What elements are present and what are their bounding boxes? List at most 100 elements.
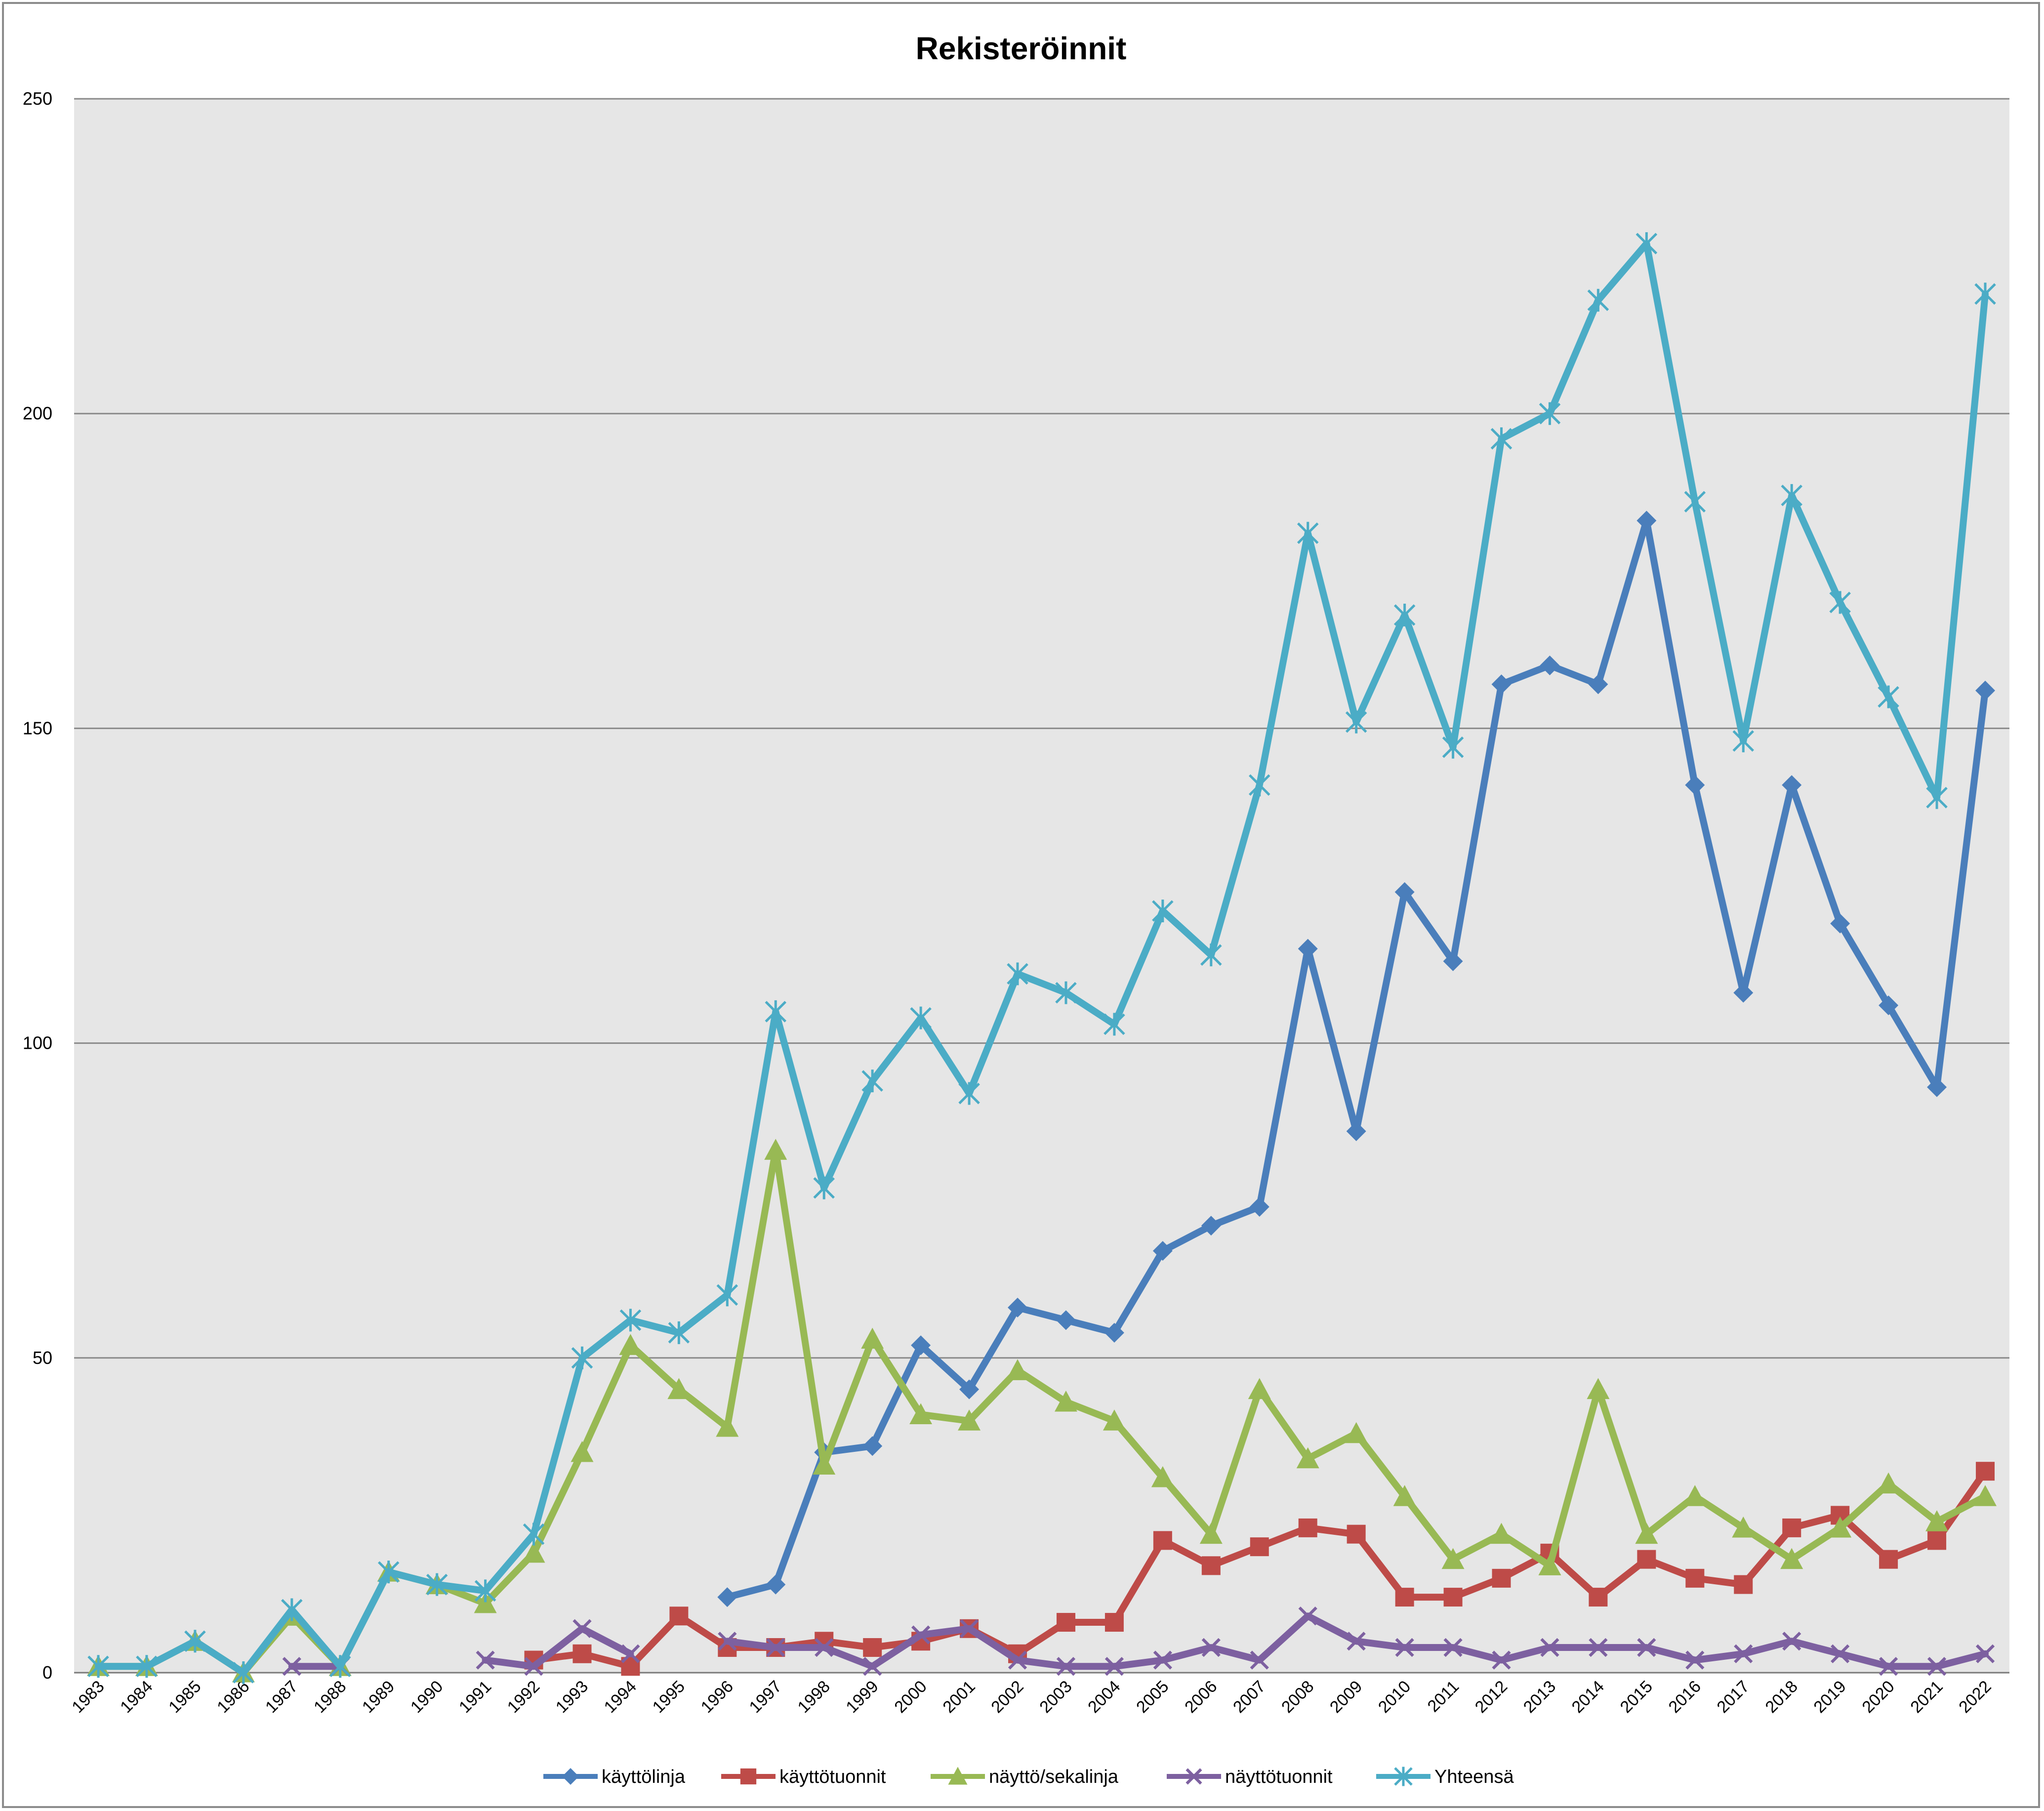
x-tick-label: 2000 [891, 1677, 930, 1717]
data-point [1186, 1768, 1202, 1785]
data-point [958, 1082, 980, 1105]
data-point [1829, 591, 1851, 614]
x-tick-label: 2009 [1326, 1677, 1366, 1717]
series-line [482, 1625, 634, 1670]
data-point [1441, 1548, 1465, 1569]
data-point [1635, 232, 1658, 255]
data-point [1056, 1613, 1075, 1632]
x-tick-label: 1989 [359, 1677, 398, 1717]
x-tick-label: 1996 [697, 1677, 737, 1717]
data-point [815, 1638, 834, 1657]
data-point [281, 1598, 303, 1621]
x-tick-label: 1987 [262, 1677, 301, 1717]
data-point [667, 1378, 691, 1399]
x-tick-label: 1985 [165, 1677, 204, 1717]
data-point [1104, 1657, 1124, 1676]
x-tick-label: 1983 [68, 1677, 108, 1717]
x-tick-label: 1998 [794, 1677, 834, 1717]
legend-item: käyttötuonnit [721, 1767, 886, 1787]
data-point [1443, 951, 1463, 971]
data-point [1685, 1650, 1705, 1670]
x-tick-label: 2021 [1907, 1677, 1946, 1717]
data-point [1054, 1391, 1077, 1412]
legend-label: käyttötuonnit [779, 1767, 886, 1787]
data-point [1685, 1568, 1705, 1588]
data-point [1393, 604, 1416, 627]
data-point [1250, 1537, 1269, 1557]
x-tick-label: 2010 [1375, 1677, 1414, 1717]
data-point [1298, 1606, 1317, 1626]
data-point [619, 1334, 642, 1355]
data-point [621, 1644, 640, 1663]
data-point [1152, 1241, 1173, 1261]
series-line [94, 240, 1989, 1676]
x-tick-label: 1984 [117, 1677, 156, 1717]
data-point [911, 1625, 931, 1645]
data-point [522, 1541, 545, 1563]
x-tick-label: 2002 [987, 1677, 1027, 1717]
data-point [911, 1335, 931, 1356]
data-point [1927, 1077, 1947, 1097]
x-tick-label: 1999 [842, 1677, 882, 1717]
data-point [1879, 995, 1899, 1016]
x-tick-label: 2015 [1617, 1677, 1656, 1717]
data-point [1151, 1466, 1174, 1487]
x-tick-label: 2018 [1762, 1677, 1801, 1717]
data-point [1056, 1657, 1076, 1676]
data-point [1249, 774, 1270, 797]
data-point [1201, 1556, 1221, 1575]
data-point [1879, 1657, 1898, 1676]
data-point [958, 1409, 981, 1431]
data-point [863, 1638, 882, 1657]
data-point [1974, 283, 1996, 306]
data-point [1443, 1588, 1463, 1607]
data-point [1393, 1485, 1416, 1506]
data-point [1345, 710, 1367, 734]
x-tick-label: 1992 [504, 1677, 543, 1717]
data-point [1734, 1644, 1753, 1663]
data-point [1877, 1472, 1900, 1494]
data-point [1926, 786, 1948, 809]
data-point [572, 1644, 592, 1663]
x-tick-label: 2012 [1472, 1677, 1511, 1717]
data-point [1347, 1632, 1366, 1651]
data-point [1635, 1523, 1658, 1544]
x-tick-label: 2008 [1278, 1677, 1317, 1717]
data-point [1103, 1409, 1126, 1431]
data-point [1733, 983, 1754, 1003]
data-point [1782, 1632, 1801, 1651]
data-point [1683, 1485, 1707, 1506]
data-point [1249, 1196, 1269, 1217]
data-point [1538, 1554, 1561, 1575]
data-point [1297, 522, 1319, 545]
x-tick-label: 2020 [1858, 1677, 1898, 1717]
data-point [474, 1592, 497, 1613]
data-point [1685, 775, 1705, 795]
data-point [1975, 680, 1996, 700]
data-point [1296, 1447, 1319, 1469]
data-point [1104, 1013, 1125, 1036]
data-point [1347, 1524, 1366, 1544]
data-point [476, 1650, 495, 1670]
x-tick-label: 1994 [601, 1677, 640, 1717]
data-point [1587, 1378, 1610, 1399]
data-point [1490, 1523, 1513, 1544]
data-point [1732, 1516, 1755, 1538]
data-point [1394, 1767, 1413, 1786]
data-point [765, 1000, 787, 1023]
x-tick-label: 2005 [1133, 1677, 1172, 1717]
data-point [572, 1619, 592, 1638]
x-tick-label: 1991 [455, 1677, 495, 1717]
data-point [282, 1657, 301, 1676]
data-point [1395, 1638, 1414, 1657]
x-tick-label: 2007 [1229, 1677, 1269, 1717]
y-tick-label: 50 [33, 1348, 52, 1368]
x-tick-label: 2017 [1714, 1677, 1753, 1717]
data-point [668, 1321, 690, 1344]
x-tick-label: 2001 [939, 1677, 979, 1717]
data-point [1782, 1518, 1801, 1537]
data-point [1925, 1510, 1949, 1531]
x-tick-label: 2013 [1520, 1677, 1559, 1717]
